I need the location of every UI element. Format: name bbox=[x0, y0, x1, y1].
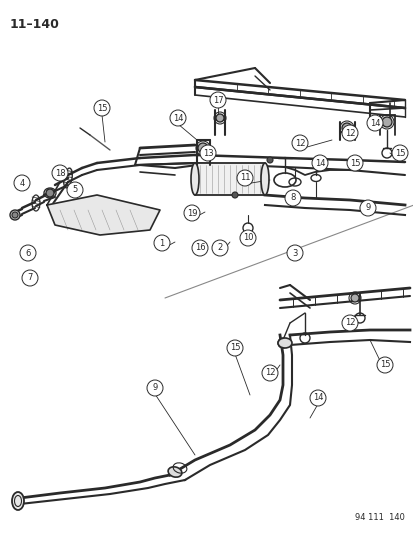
Text: 12: 12 bbox=[264, 368, 275, 377]
Circle shape bbox=[381, 117, 391, 127]
Circle shape bbox=[52, 165, 68, 181]
Ellipse shape bbox=[168, 467, 181, 477]
Text: 15: 15 bbox=[394, 149, 404, 157]
Circle shape bbox=[341, 125, 357, 141]
Text: 19: 19 bbox=[186, 208, 197, 217]
Ellipse shape bbox=[190, 163, 199, 195]
Circle shape bbox=[147, 380, 163, 396]
Circle shape bbox=[311, 155, 327, 171]
Circle shape bbox=[236, 170, 252, 186]
Circle shape bbox=[240, 230, 255, 246]
Text: 94 111  140: 94 111 140 bbox=[354, 513, 404, 522]
Text: 6: 6 bbox=[25, 248, 31, 257]
Circle shape bbox=[376, 357, 392, 373]
Circle shape bbox=[22, 270, 38, 286]
Polygon shape bbox=[195, 163, 264, 195]
Text: 9: 9 bbox=[152, 384, 157, 392]
Ellipse shape bbox=[12, 492, 24, 510]
Text: 1: 1 bbox=[159, 238, 164, 247]
Circle shape bbox=[211, 240, 228, 256]
Text: 8: 8 bbox=[290, 193, 295, 203]
Text: 3: 3 bbox=[292, 248, 297, 257]
Circle shape bbox=[341, 123, 351, 133]
Circle shape bbox=[46, 189, 54, 197]
Text: 14: 14 bbox=[172, 114, 183, 123]
Circle shape bbox=[154, 235, 170, 251]
Circle shape bbox=[284, 190, 300, 206]
Text: 7: 7 bbox=[27, 273, 33, 282]
Circle shape bbox=[18, 179, 26, 187]
Circle shape bbox=[366, 115, 382, 131]
Circle shape bbox=[199, 145, 216, 161]
Text: 12: 12 bbox=[294, 139, 304, 148]
Circle shape bbox=[192, 240, 207, 256]
Circle shape bbox=[309, 390, 325, 406]
Ellipse shape bbox=[277, 338, 291, 348]
Ellipse shape bbox=[260, 163, 268, 195]
Circle shape bbox=[346, 155, 362, 171]
Polygon shape bbox=[47, 195, 159, 235]
Circle shape bbox=[359, 200, 375, 216]
Text: 14: 14 bbox=[314, 158, 325, 167]
Text: 13: 13 bbox=[202, 149, 213, 157]
Circle shape bbox=[291, 135, 307, 151]
Circle shape bbox=[197, 143, 207, 153]
Circle shape bbox=[226, 340, 242, 356]
Text: 11: 11 bbox=[239, 174, 249, 182]
Text: 12: 12 bbox=[344, 128, 354, 138]
Text: 16: 16 bbox=[194, 244, 205, 253]
Circle shape bbox=[341, 315, 357, 331]
Text: 15: 15 bbox=[349, 158, 359, 167]
Circle shape bbox=[170, 110, 185, 126]
Circle shape bbox=[261, 365, 277, 381]
Circle shape bbox=[94, 100, 110, 116]
Text: 9: 9 bbox=[365, 204, 370, 213]
Text: 14: 14 bbox=[369, 118, 379, 127]
Text: 4: 4 bbox=[19, 179, 24, 188]
Circle shape bbox=[231, 192, 237, 198]
Circle shape bbox=[20, 245, 36, 261]
Text: 15: 15 bbox=[97, 103, 107, 112]
Text: 15: 15 bbox=[379, 360, 389, 369]
Circle shape bbox=[350, 294, 358, 302]
Text: 11–140: 11–140 bbox=[10, 18, 60, 31]
Text: 12: 12 bbox=[344, 319, 354, 327]
Circle shape bbox=[10, 210, 20, 220]
Text: 10: 10 bbox=[242, 233, 253, 243]
Circle shape bbox=[391, 145, 407, 161]
Circle shape bbox=[216, 114, 223, 122]
Text: 18: 18 bbox=[55, 168, 65, 177]
Circle shape bbox=[286, 245, 302, 261]
Circle shape bbox=[14, 175, 30, 191]
Text: 5: 5 bbox=[72, 185, 78, 195]
Text: 14: 14 bbox=[312, 393, 323, 402]
Circle shape bbox=[266, 157, 272, 163]
Text: 17: 17 bbox=[212, 95, 223, 104]
Text: 15: 15 bbox=[229, 343, 240, 352]
Circle shape bbox=[183, 205, 199, 221]
Text: 2: 2 bbox=[217, 244, 222, 253]
Circle shape bbox=[209, 92, 225, 108]
Circle shape bbox=[12, 212, 18, 218]
Circle shape bbox=[67, 182, 83, 198]
